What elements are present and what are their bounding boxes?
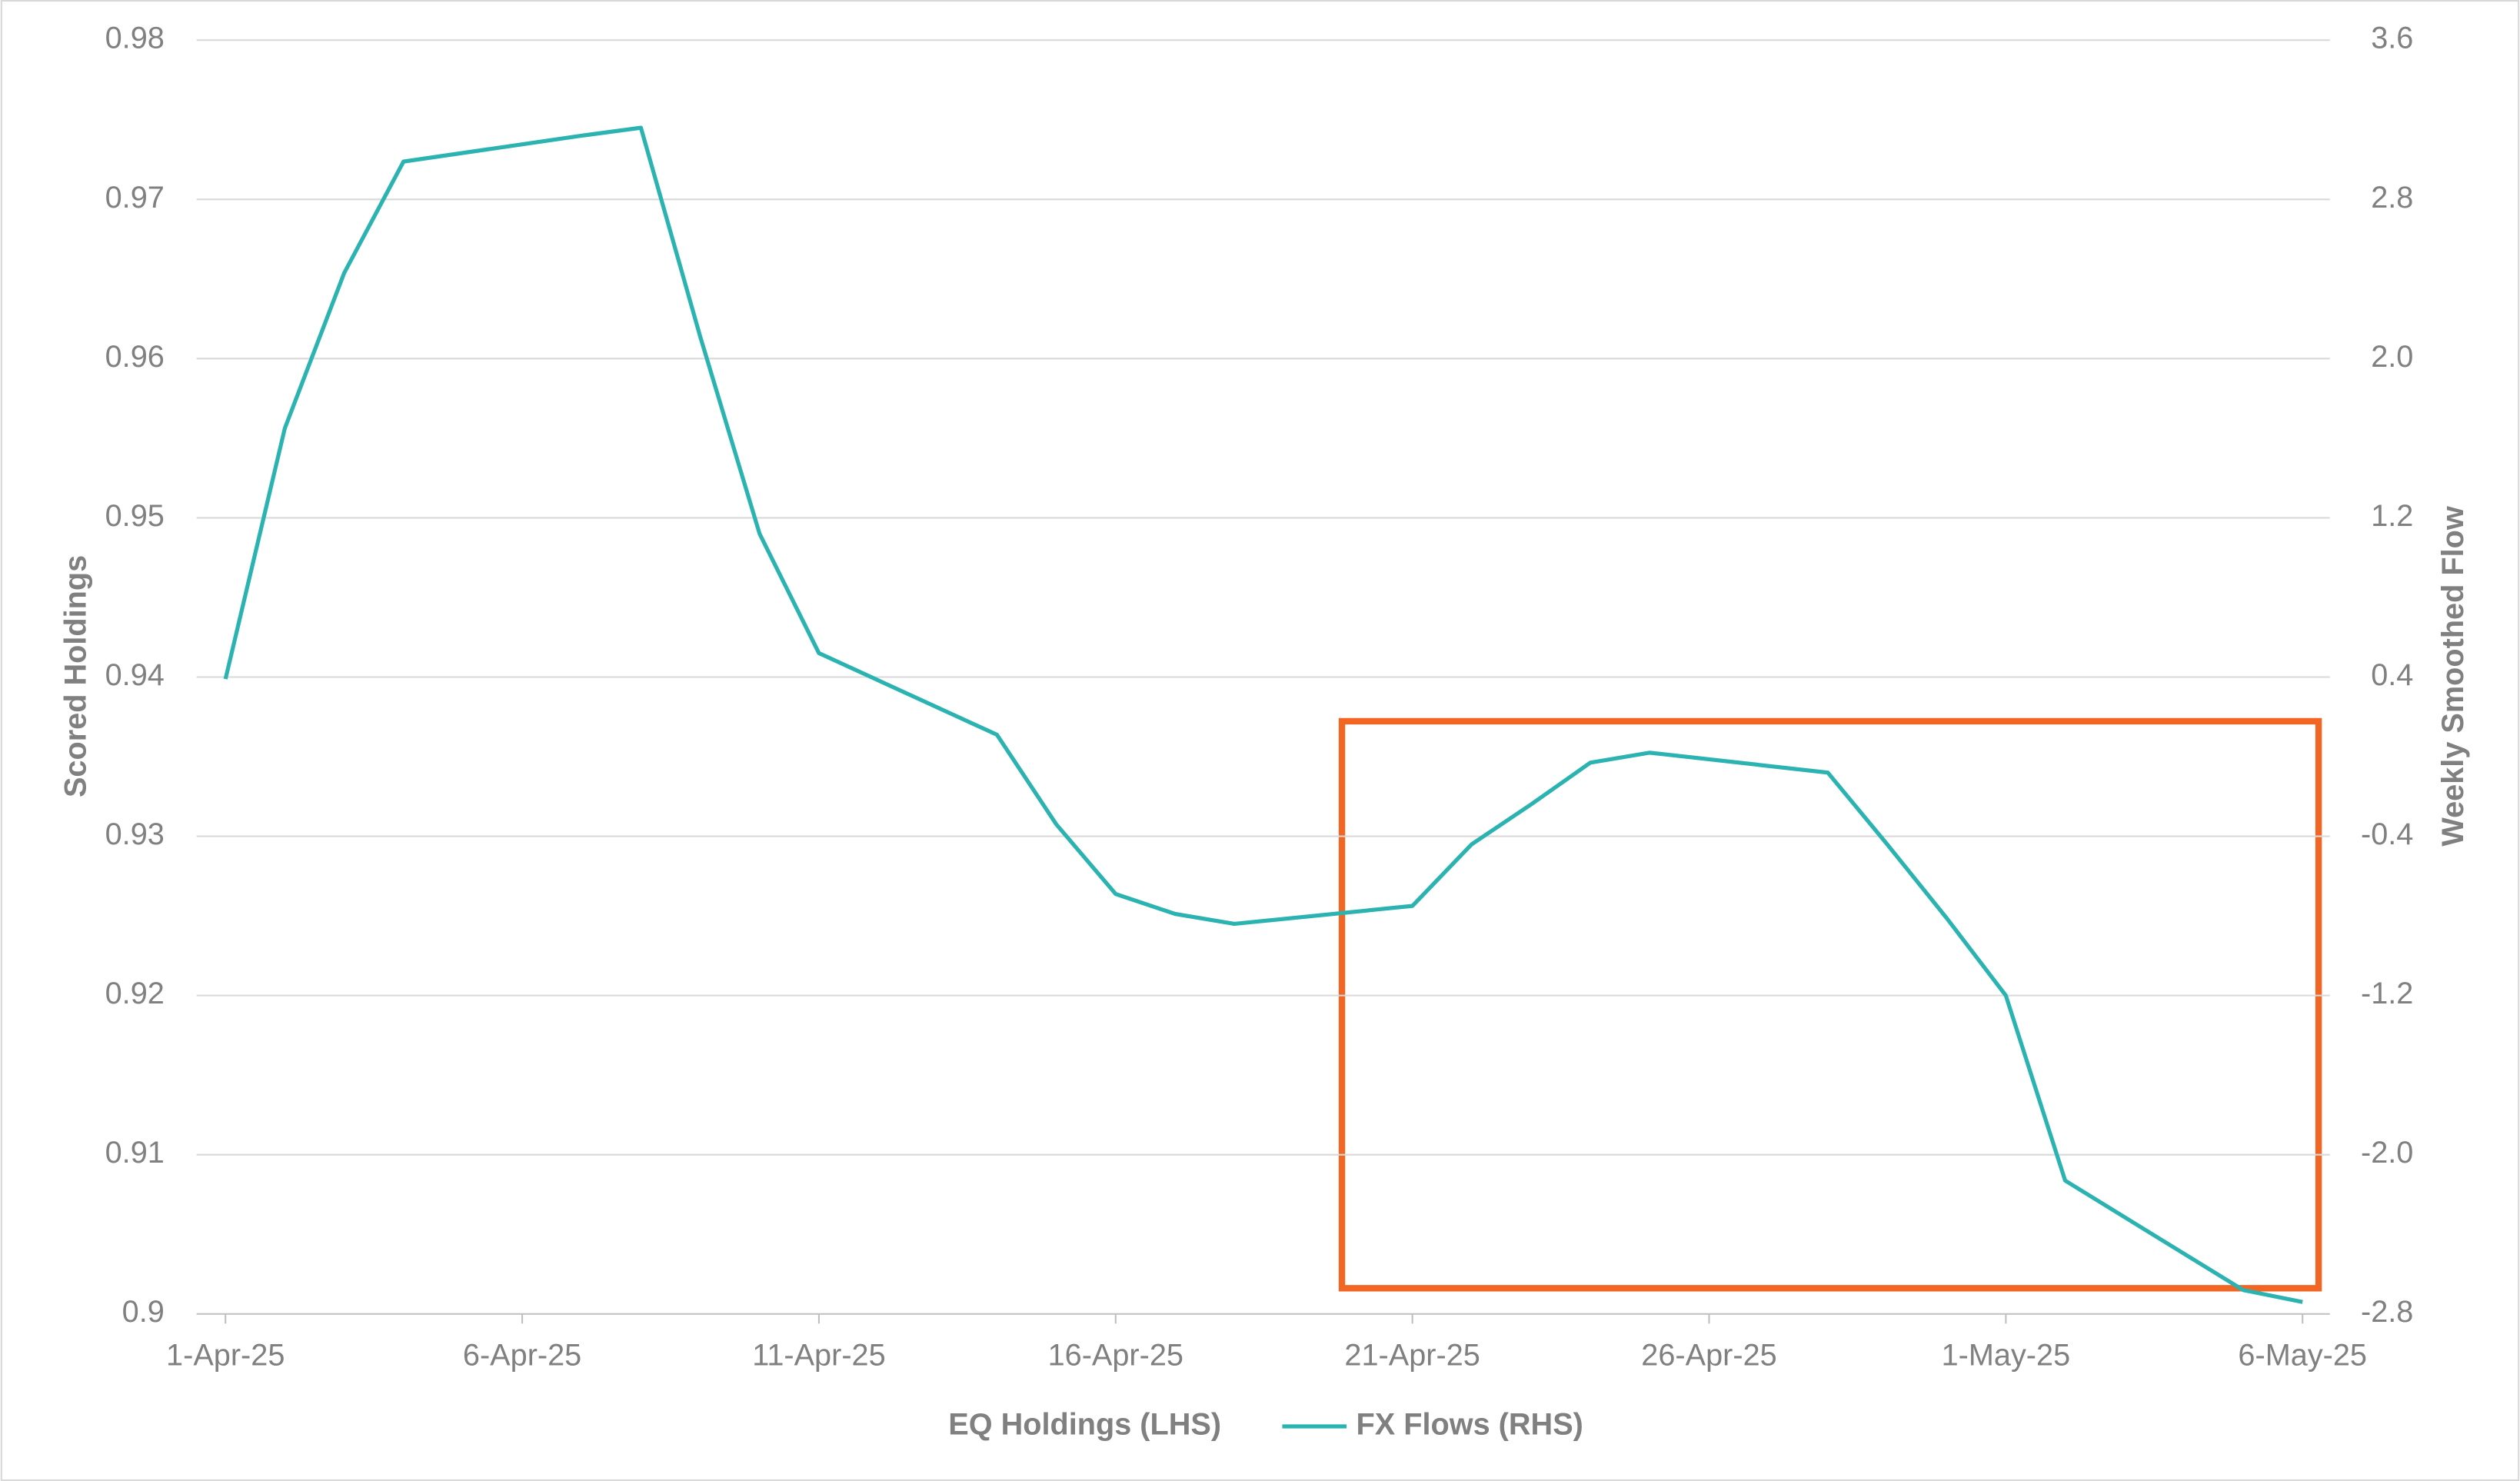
- y2-tick-label: -2.0: [2361, 1136, 2413, 1170]
- x-tick-label: 26-Apr-25: [1641, 1339, 1776, 1373]
- y2-tick-label: -2.8: [2361, 1295, 2413, 1329]
- y-tick-label: 0.91: [105, 1136, 165, 1170]
- y2-tick-label: -1.2: [2361, 977, 2413, 1010]
- x-tick-label: 21-Apr-25: [1344, 1339, 1480, 1373]
- y-axis-title: Scored Holdings: [59, 555, 93, 797]
- y2-tick-label: 2.0: [2371, 340, 2413, 374]
- y-tick-label: 0.96: [105, 340, 165, 374]
- legend-label: EQ Holdings (LHS): [948, 1407, 1221, 1441]
- y2-tick-label: 2.8: [2371, 181, 2413, 215]
- y2-axis-title: Weekly Smoothed Flow: [2436, 506, 2470, 846]
- data-line: [223, 125, 2303, 1304]
- x-tick-label: 1-May-25: [1942, 1339, 2071, 1373]
- y2-tick-label: 1.2: [2371, 499, 2413, 533]
- y-tick-label: 0.94: [105, 658, 165, 692]
- y-tick-label: 0.92: [105, 977, 165, 1010]
- y2-tick-label: 0.4: [2371, 658, 2413, 692]
- y-tick-label: 0.98: [105, 22, 165, 55]
- y-tick-label: 0.93: [105, 817, 165, 851]
- x-tick-label: 1-Apr-25: [166, 1339, 285, 1373]
- x-tick-label: 6-May-25: [2238, 1339, 2367, 1373]
- x-tick-label: 6-Apr-25: [463, 1339, 581, 1373]
- x-tick-label: 16-Apr-25: [1048, 1339, 1183, 1373]
- y-tick-label: 0.95: [105, 499, 165, 533]
- y2-tick-label: 3.6: [2371, 22, 2413, 55]
- y2-tick-label: -0.4: [2361, 817, 2413, 851]
- y-tick-label: 0.9: [122, 1295, 165, 1329]
- x-tick-label: 11-Apr-25: [752, 1339, 885, 1373]
- legend-label: FX Flows (RHS): [1357, 1407, 1583, 1441]
- highlight-box: [1338, 717, 2322, 1292]
- y-tick-label: 0.97: [105, 181, 165, 215]
